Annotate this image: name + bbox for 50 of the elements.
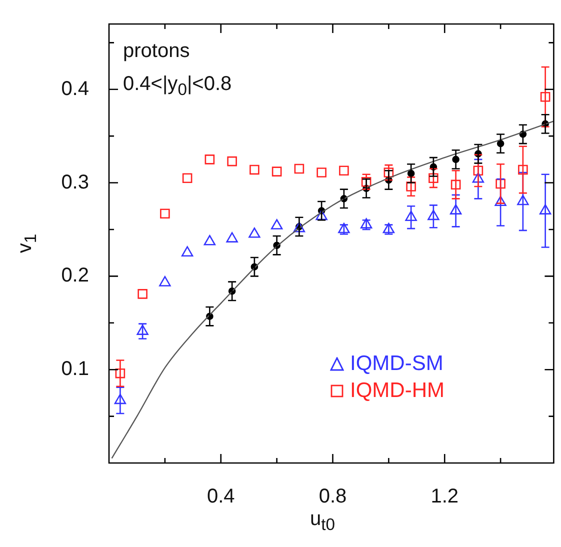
point [182, 173, 192, 184]
point [339, 166, 349, 176]
legend-label: IQMD-SM [350, 352, 444, 375]
point [361, 176, 372, 187]
y-tick-label: 0.4 [61, 78, 89, 100]
point [405, 210, 417, 221]
point [496, 178, 506, 189]
x-tick-label: 1.2 [430, 486, 459, 508]
point [227, 156, 237, 166]
y-tick-label: 0.1 [61, 358, 89, 380]
point [248, 228, 260, 238]
point [517, 194, 529, 206]
point [472, 172, 484, 183]
point [428, 173, 438, 184]
point [450, 204, 462, 214]
y-tick-label: 0.2 [61, 264, 89, 287]
point [115, 368, 126, 378]
point [181, 246, 194, 256]
point [114, 394, 126, 404]
point [540, 92, 550, 102]
point [270, 219, 283, 230]
x-tick-label: 0.8 [318, 486, 347, 508]
point [294, 164, 304, 174]
point [539, 204, 552, 214]
point [316, 210, 328, 220]
point [518, 164, 528, 175]
x-tick-label: 0.4 [206, 486, 235, 508]
point [494, 196, 506, 206]
point [204, 234, 216, 246]
point [473, 166, 484, 176]
line-series [111, 120, 554, 459]
point [159, 276, 171, 286]
x-axis-title: u$_{t0}$ [310, 508, 336, 535]
point [272, 166, 282, 176]
point [450, 180, 461, 190]
annotation: 0.4<|y$_{0}$|<0.8 [123, 73, 232, 100]
legend-label: IQMD-HM [350, 379, 444, 402]
point [138, 289, 148, 299]
annotation: protons [123, 40, 190, 63]
point [316, 168, 326, 178]
point [293, 222, 306, 232]
point [136, 324, 148, 335]
point [226, 232, 238, 242]
point [384, 168, 394, 178]
point [428, 210, 440, 220]
point [160, 208, 170, 219]
point [204, 154, 215, 164]
point [406, 182, 416, 192]
y-tick-label: 0.3 [61, 171, 89, 194]
point [250, 164, 260, 175]
